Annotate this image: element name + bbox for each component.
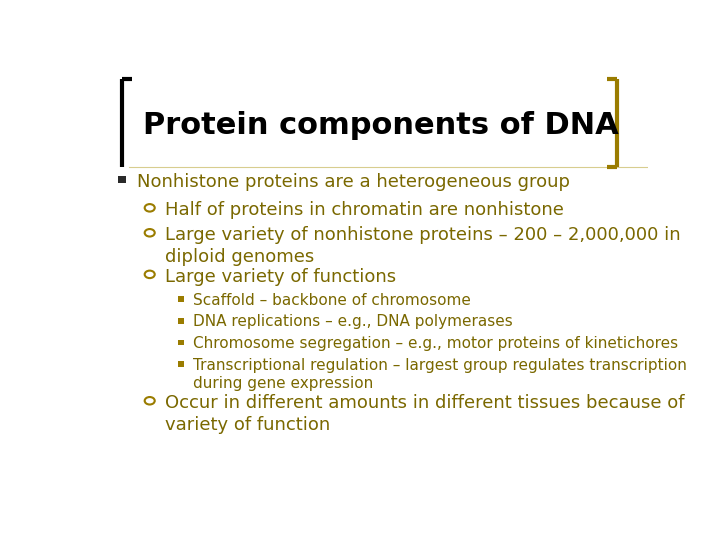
Text: Chromosome segregation – e.g., motor proteins of kinetichores: Chromosome segregation – e.g., motor pro…: [193, 336, 678, 351]
Text: Large variety of nonhistone proteins – 200 – 2,000,000 in
diploid genomes: Large variety of nonhistone proteins – 2…: [166, 226, 681, 266]
Bar: [178, 318, 184, 324]
Bar: [178, 361, 184, 367]
Text: Large variety of functions: Large variety of functions: [166, 268, 397, 286]
Text: DNA replications – e.g., DNA polymerases: DNA replications – e.g., DNA polymerases: [193, 314, 513, 329]
Text: Scaffold – backbone of chromosome: Scaffold – backbone of chromosome: [193, 293, 471, 308]
Bar: [178, 340, 184, 346]
Text: Half of proteins in chromatin are nonhistone: Half of proteins in chromatin are nonhis…: [166, 201, 564, 219]
Text: Nonhistone proteins are a heterogeneous group: Nonhistone proteins are a heterogeneous …: [138, 173, 570, 191]
Text: Protein components of DNA: Protein components of DNA: [143, 111, 618, 140]
Text: Occur in different amounts in different tissues because of
variety of function: Occur in different amounts in different …: [166, 394, 685, 434]
Bar: [119, 176, 126, 183]
Text: Transcriptional regulation – largest group regulates transcription
during gene e: Transcriptional regulation – largest gro…: [193, 357, 687, 390]
Bar: [178, 296, 184, 302]
